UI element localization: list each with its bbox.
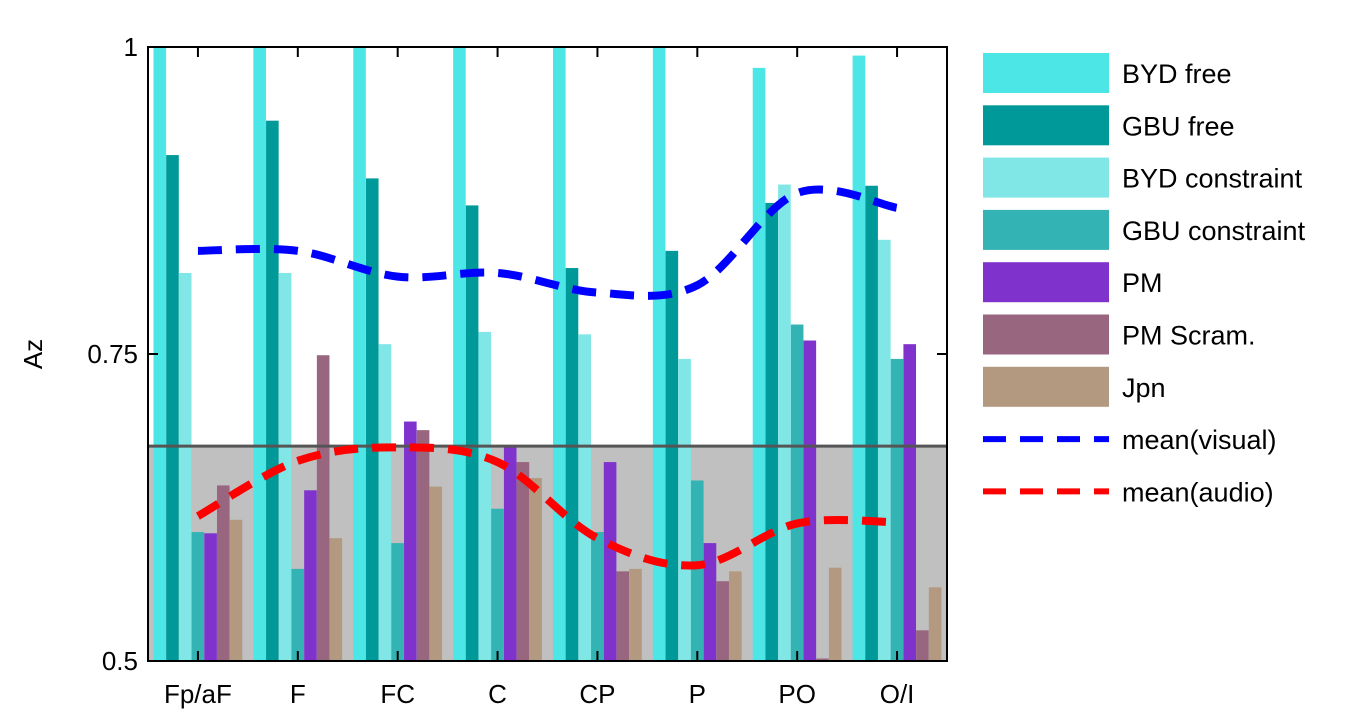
legend-label-byd-constraint: BYD constraint — [1122, 164, 1303, 194]
bar-gbu-free — [266, 120, 279, 661]
bar-byd-constraint — [378, 344, 392, 661]
bar-gbu-constraint — [790, 324, 804, 661]
bar-gbu-constraint — [591, 532, 604, 661]
bar-pm-scram — [916, 630, 929, 661]
bar-pm — [603, 462, 617, 661]
x-tick-label: CP — [579, 679, 615, 709]
bar-byd-free — [253, 47, 266, 661]
bar-pm — [404, 421, 417, 661]
bar-pm-scram — [716, 581, 729, 661]
bar-byd-free — [453, 47, 466, 661]
bar-gbu-constraint — [191, 532, 205, 661]
legend: BYD free GBU free BYD constraint GBU constr… — [983, 53, 1306, 507]
bar-gbu-constraint — [491, 508, 504, 661]
legend-swatch-pm — [983, 262, 1109, 303]
bar-gbu-free — [565, 268, 579, 661]
bar-byd-constraint — [878, 239, 891, 661]
bar-pm-scram — [216, 485, 230, 661]
bar-jpn — [629, 568, 642, 661]
legend-label-gbu-free: GBU free — [1122, 111, 1235, 141]
bar-gbu-free — [865, 185, 878, 661]
bar-gbu-free — [365, 178, 379, 661]
x-tick-label: C — [488, 679, 507, 709]
legend-swatch-gbu-free — [983, 105, 1109, 146]
bar-jpn — [828, 567, 842, 661]
bar-pm-scram — [816, 658, 829, 661]
bar-jpn — [329, 538, 343, 661]
y-tick-label: 0.5 — [102, 646, 138, 676]
legend-label-pm-scram: PM Scram. — [1122, 321, 1256, 351]
bar-jpn — [529, 478, 542, 661]
bar-byd-free — [552, 47, 566, 661]
legend-label-mean-audio: mean(audio) — [1122, 477, 1274, 507]
bar-byd-constraint — [578, 334, 591, 661]
legend-swatch-byd-constraint — [983, 157, 1109, 198]
bar-byd-constraint — [278, 272, 292, 661]
x-tick-label: PO — [778, 679, 816, 709]
x-tick-label: P — [689, 679, 706, 709]
bar-pm-scram — [416, 430, 430, 661]
legend-swatch-byd-free — [983, 53, 1109, 93]
bars-group — [148, 47, 947, 661]
legend-label-pm: PM — [1122, 268, 1163, 298]
bar-jpn — [429, 486, 443, 661]
bar-byd-free — [852, 55, 866, 661]
bar-pm-scram — [616, 571, 630, 661]
bar-gbu-constraint — [690, 480, 704, 661]
bar-byd-constraint — [678, 358, 691, 661]
legend-label-mean-visual: mean(visual) — [1122, 425, 1277, 455]
bar-byd-free — [652, 47, 666, 661]
bar-gbu-constraint — [391, 543, 404, 661]
legend-swatch-gbu-constraint — [983, 209, 1109, 250]
legend-swatch-pm-scram — [983, 314, 1109, 355]
bar-jpn — [229, 519, 243, 661]
bar-byd-constraint — [778, 184, 791, 661]
bar-gbu-free — [765, 202, 779, 661]
bar-byd-free — [153, 47, 167, 661]
bar-byd-constraint — [178, 272, 192, 661]
bar-byd-constraint — [478, 331, 492, 661]
line-mean-visual — [197, 185, 898, 300]
bar-gbu-free — [166, 155, 179, 661]
bar-jpn — [928, 587, 942, 661]
bar-jpn — [729, 571, 742, 661]
legend-swatch-jpn — [983, 366, 1109, 407]
bar-gbu-free — [665, 250, 679, 661]
bar-pm — [204, 533, 217, 661]
y-tick-label: 0.75 — [87, 339, 138, 369]
bar-gbu-constraint — [890, 358, 904, 661]
bar-pm-scram — [316, 355, 330, 661]
x-tick-label: FC — [380, 679, 415, 709]
x-tick-label: F — [290, 679, 306, 709]
bar-pm — [304, 490, 317, 661]
y-axis-title: Az — [18, 339, 48, 369]
bar-byd-free — [752, 67, 766, 661]
x-tick-label: O/I — [880, 679, 915, 709]
y-tick-label: 1 — [124, 32, 138, 62]
bar-pm-scram — [516, 462, 530, 661]
legend-label-jpn: Jpn — [1122, 373, 1166, 403]
bar-pm — [903, 344, 917, 661]
plot-area: 0.5 0.75 1 Fp/aF F FC C CP P PO O/I — [87, 32, 948, 709]
bar-pm — [803, 340, 817, 661]
bar-byd-free — [353, 47, 366, 661]
bar-gbu-free — [465, 205, 479, 661]
line-mean-audio — [195, 443, 898, 570]
legend-label-gbu-constraint: GBU constraint — [1122, 216, 1306, 246]
bar-gbu-constraint — [291, 568, 305, 661]
x-tick-label: Fp/aF — [164, 679, 232, 709]
bar-pm — [703, 543, 717, 661]
legend-label-byd-free: BYD free — [1122, 59, 1232, 89]
bar-pm — [503, 447, 517, 661]
